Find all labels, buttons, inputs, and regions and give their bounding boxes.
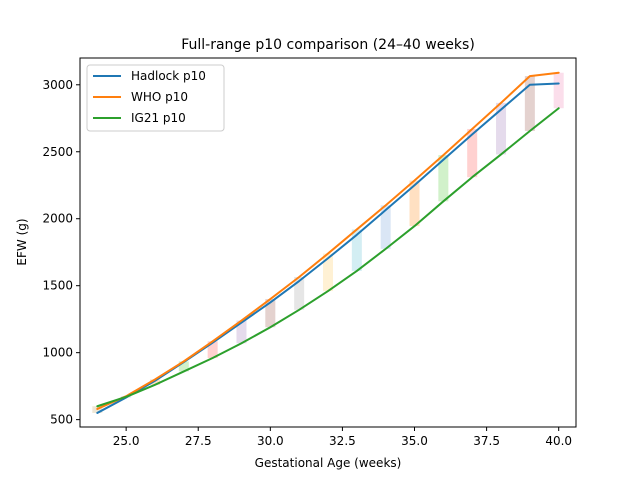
band-27 <box>178 361 189 372</box>
legend-box <box>86 64 225 132</box>
legend-label-ig21: IG21 p10 <box>131 111 186 125</box>
series-line-who-p10 <box>96 71 560 410</box>
y-tick-label: 500 <box>50 413 73 427</box>
y-tick-label: 2000 <box>42 212 73 226</box>
band-40 <box>553 72 564 109</box>
x-tick-label: 40.0 <box>545 434 572 448</box>
legend: Hadlock p10 WHO p10 IG21 p10 <box>86 64 225 132</box>
x-tick-label: 30.0 <box>257 434 284 448</box>
series-lines <box>96 71 560 414</box>
band-35 <box>409 180 420 227</box>
x-tick-label: 37.5 <box>473 434 500 448</box>
legend-label-who: WHO p10 <box>131 90 188 104</box>
band-26 <box>149 379 160 385</box>
plot-frame <box>79 57 577 428</box>
y-tick-label: 3000 <box>42 78 73 92</box>
band-28 <box>207 341 218 359</box>
x-tick-label: 25.0 <box>113 434 140 448</box>
band-36 <box>438 155 449 202</box>
shaded-bands <box>92 72 564 413</box>
band-31 <box>294 276 305 310</box>
y-tick-label: 1500 <box>42 279 73 293</box>
band-32 <box>323 253 333 292</box>
band-39 <box>524 76 535 131</box>
band-29 <box>236 320 247 344</box>
band-30 <box>265 299 276 328</box>
series-line-ig21-p10 <box>96 107 560 408</box>
chart-title: Full-range p10 comparison (24–40 weeks) <box>181 37 475 53</box>
y-tick-label: 2500 <box>42 145 73 159</box>
y-axis-ticks: 500 1000 1500 2000 2500 3000 <box>42 78 80 427</box>
x-axis-ticks: 25.0 27.5 30.0 32.5 35.0 37.5 40.0 <box>113 427 572 448</box>
x-tick-label: 27.5 <box>185 434 212 448</box>
band-37 <box>467 128 478 178</box>
x-axis-label: Gestational Age (weeks) <box>255 456 402 470</box>
y-axis-label: EFW (g) <box>15 218 29 265</box>
band-38 <box>496 102 507 155</box>
legend-label-hadlock: Hadlock p10 <box>131 69 206 83</box>
band-33 <box>351 229 362 271</box>
x-tick-label: 32.5 <box>329 434 356 448</box>
band-34 <box>380 205 391 249</box>
y-tick-label: 1000 <box>42 346 73 360</box>
x-tick-label: 35.0 <box>401 434 428 448</box>
